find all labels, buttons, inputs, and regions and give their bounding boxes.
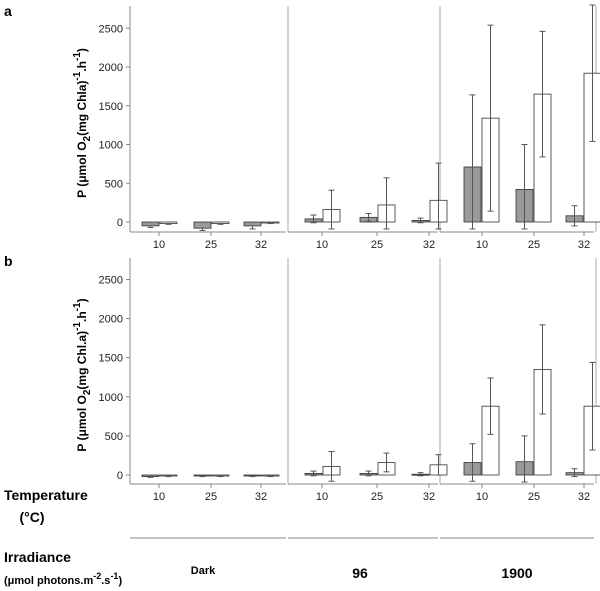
panel-b-x-tick-label: 10 [316,491,328,503]
panel-b-y-label: P (μmol O2(mg Chl.a)-1.h-1) [72,298,93,451]
panel-b-y-tick-label: 1000 [99,392,123,404]
panel-b-y-tick-label: 2000 [99,314,123,326]
panel-b-y-tick-label: 500 [105,431,123,443]
panel-b-x-tick-label: 25 [528,491,540,503]
panel-a-y-tick-label: 2000 [99,62,123,74]
panel-a-y-label: P (μmol O2(mg Chla)-1.h-1) [72,48,93,198]
panel-a-x-tick-label: 32 [423,239,435,251]
panel-a-y-tick-label: 0 [117,217,123,229]
panel-b-x-tick-label: 32 [578,491,590,503]
panel-a: P (μmol O2(mg Chla)-1.h-1) [72,4,600,236]
panel-b: P (μmol O2(mg Chl.a)-1.h-1) [72,258,600,488]
panel-a-y-tick-label: 500 [105,178,123,190]
panel-a-y-tick-label: 1500 [99,101,123,113]
panel-a-x-tick-label: 25 [528,239,540,251]
panel-b-x-tick-label: 10 [476,491,488,503]
panel-a-y-tick-label: 2500 [99,23,123,35]
panel-b-y-tick-label: 1500 [99,353,123,365]
panel-b-letter: b [4,253,13,269]
panel-b-x-tick-label: 32 [255,491,267,503]
panel-a-y-tick-label: 1000 [99,140,123,152]
irradiance-group-label: 1900 [501,565,532,581]
panel-b-x-tick-label: 32 [423,491,435,503]
irradiance-unit: (μmol photons.m-2.s-1) [4,571,122,587]
panel-a-x-tick-label: 32 [255,239,267,251]
panel-a-x-tick-label: 25 [205,239,217,251]
irradiance-label: Irradiance [4,549,71,565]
panel-a-bar-white [159,221,178,224]
panel-a-bar-grey [193,221,212,229]
panel-a-bar-white [211,221,230,224]
temperature-label: Temperature [4,487,88,503]
panel-a-x-tick-label: 10 [316,239,328,251]
panel-a-x-tick-label: 32 [578,239,590,251]
panel-b-x-tick-label: 10 [153,491,165,503]
panel-a-x-tick-label: 10 [476,239,488,251]
panel-b-x-tick-label: 25 [371,491,383,503]
panel-b-x-tick-label: 25 [205,491,217,503]
panel-a-bar-grey [141,221,160,227]
panel-b-y-tick-label: 2500 [99,275,123,287]
panel-a-bar-grey [243,221,262,227]
irradiance-group-label: 96 [352,565,368,581]
irradiance-group-label: Dark [191,565,216,577]
panel-a-x-tick-label: 25 [371,239,383,251]
panel-a-x-tick-label: 10 [153,239,165,251]
temperature-unit: (°C) [19,509,44,525]
panel-b-bar-grey [141,474,160,477]
panel-b-y-tick-label: 0 [117,470,123,482]
panel-a-letter: a [4,3,12,19]
